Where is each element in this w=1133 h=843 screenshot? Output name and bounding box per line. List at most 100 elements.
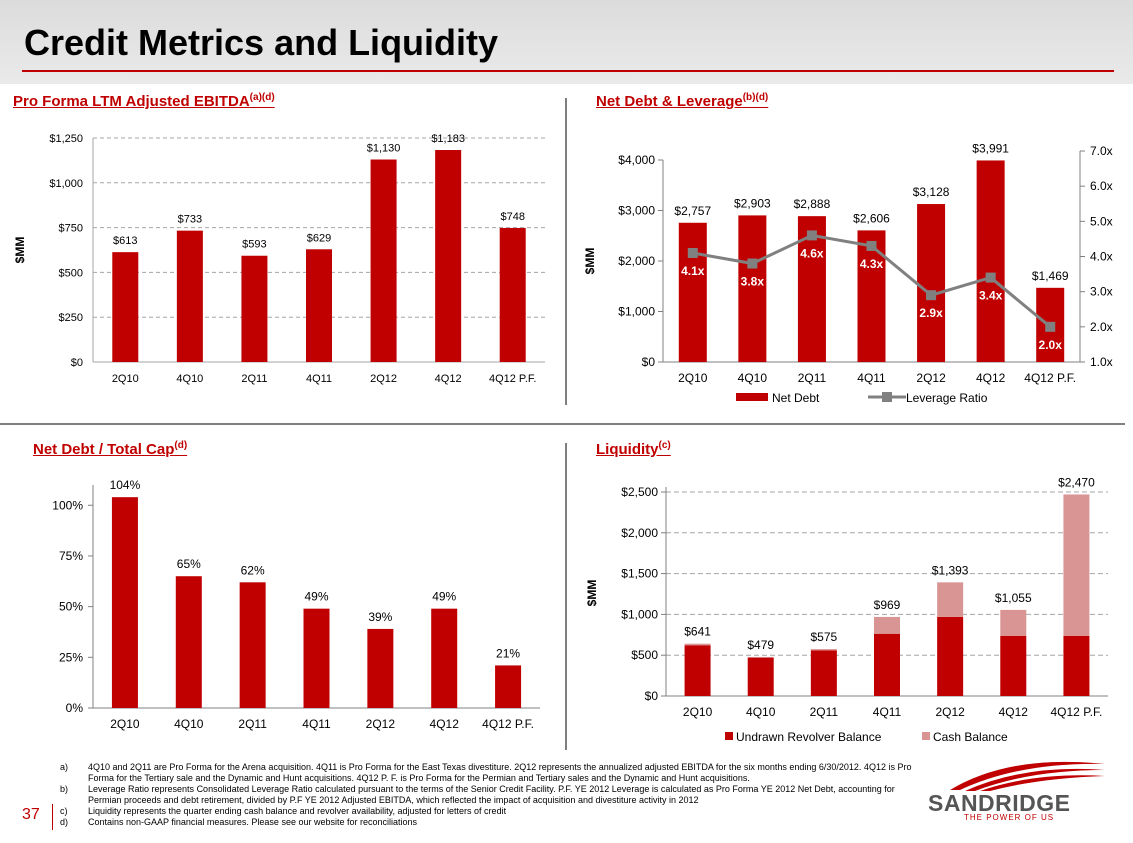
y-tick-label: $750 bbox=[59, 223, 83, 235]
x-tick-label: 2Q11 bbox=[238, 717, 267, 731]
net-debt-bar bbox=[678, 222, 707, 362]
y-axis-label: $MM bbox=[583, 248, 597, 275]
x-tick-label: 4Q10 bbox=[746, 705, 776, 719]
x-tick-label: 4Q12 bbox=[430, 717, 460, 731]
cash-balance-bar bbox=[874, 616, 900, 634]
y-tick-label: $0 bbox=[71, 357, 83, 369]
net-debt-label: $2,888 bbox=[794, 197, 831, 211]
y2-tick-label: 1.0x bbox=[1090, 355, 1113, 369]
bar bbox=[175, 576, 202, 708]
x-tick-label: 4Q10 bbox=[176, 373, 203, 385]
data-label: $593 bbox=[242, 239, 266, 251]
y-tick-label: 75% bbox=[59, 549, 83, 563]
y-tick-label: 0% bbox=[66, 701, 84, 715]
undrawn-revolver-bar bbox=[810, 650, 837, 696]
net-debt-label: $3,991 bbox=[972, 141, 1009, 155]
data-label: 104% bbox=[110, 478, 141, 492]
cash-balance-bar bbox=[810, 649, 837, 651]
net-debt-label: $2,606 bbox=[853, 211, 890, 225]
y-tick-label: $4,000 bbox=[618, 153, 655, 167]
x-tick-label: 2Q10 bbox=[678, 371, 708, 385]
x-tick-label: 2Q12 bbox=[935, 705, 965, 719]
bar bbox=[241, 255, 268, 362]
footnote-b: b) Leverage Ratio represents Consolidated… bbox=[60, 784, 895, 805]
y-tick-label: 25% bbox=[59, 650, 83, 664]
y-tick-label: $2,000 bbox=[621, 526, 658, 540]
cash-balance-bar bbox=[937, 582, 964, 617]
bar bbox=[111, 497, 138, 708]
data-label: $629 bbox=[307, 232, 331, 244]
bar bbox=[499, 227, 526, 362]
netdebt-chart-title: Net Debt & Leverage(b)(d) bbox=[596, 92, 769, 110]
data-label: 39% bbox=[368, 610, 392, 624]
undrawn-revolver-bar bbox=[1000, 635, 1027, 696]
leverage-marker bbox=[926, 290, 937, 301]
total-label: $1,055 bbox=[995, 591, 1032, 605]
y2-tick-label: 6.0x bbox=[1090, 179, 1113, 193]
y-tick-label: $250 bbox=[59, 312, 83, 324]
y-tick-label: $2,500 bbox=[621, 485, 658, 499]
ebitda-chart-title: Pro Forma LTM Adjusted EBITDA(a)(d) bbox=[13, 92, 275, 110]
leverage-label: 2.9x bbox=[919, 306, 943, 320]
footnote-c: c) Liquidity represents the quarter endin… bbox=[60, 806, 507, 816]
data-label: 49% bbox=[304, 590, 328, 604]
net-debt-bar bbox=[917, 204, 946, 362]
vertical-divider-bottom bbox=[565, 443, 567, 750]
x-tick-label: 4Q11 bbox=[873, 705, 902, 719]
y2-tick-label: 4.0x bbox=[1090, 250, 1113, 264]
x-tick-label: 2Q12 bbox=[366, 717, 396, 731]
undrawn-revolver-bar bbox=[937, 616, 964, 696]
title-rule bbox=[22, 70, 1114, 72]
net-debt-label: $2,903 bbox=[734, 196, 771, 210]
undrawn-revolver-bar bbox=[684, 645, 711, 696]
x-tick-label: 2Q11 bbox=[810, 705, 839, 719]
page-number: 37 bbox=[22, 806, 40, 823]
y-tick-label: $1,000 bbox=[621, 607, 658, 621]
legend-cash-swatch bbox=[922, 732, 930, 740]
leverage-label: 3.4x bbox=[979, 289, 1003, 303]
net-debt-label: $2,757 bbox=[674, 204, 711, 218]
data-label: 62% bbox=[241, 563, 265, 577]
leverage-marker bbox=[985, 272, 996, 283]
x-tick-label: 2Q10 bbox=[110, 717, 140, 731]
data-label: $1,183 bbox=[431, 133, 465, 145]
y-tick-label: $500 bbox=[59, 267, 83, 279]
footnote-a: a) 4Q10 and 2Q11 are Pro Forma for the Ar… bbox=[60, 762, 912, 783]
bar bbox=[367, 628, 394, 708]
total-label: $969 bbox=[874, 598, 901, 612]
net-debt-label: $1,469 bbox=[1032, 269, 1069, 283]
legend-leverage-label: Leverage Ratio bbox=[906, 391, 988, 405]
cash-balance-bar bbox=[1063, 494, 1090, 636]
legend-net-debt-label: Net Debt bbox=[772, 391, 820, 405]
leverage-marker bbox=[747, 258, 758, 269]
data-label: 49% bbox=[432, 590, 456, 604]
leverage-marker bbox=[806, 230, 817, 241]
bar bbox=[431, 608, 458, 708]
y-tick-label: $2,000 bbox=[618, 254, 655, 268]
y2-tick-label: 5.0x bbox=[1090, 214, 1113, 228]
net-debt-bar bbox=[976, 160, 1005, 362]
x-tick-label: 2Q11 bbox=[798, 371, 827, 385]
bar bbox=[370, 159, 397, 362]
horizontal-divider bbox=[0, 423, 1125, 425]
data-label: $613 bbox=[113, 235, 137, 247]
total-label: $479 bbox=[747, 638, 774, 652]
x-tick-label: 4Q12 P.F. bbox=[489, 373, 537, 385]
y-tick-label: $1,250 bbox=[49, 133, 83, 145]
x-tick-label: 2Q10 bbox=[112, 373, 139, 385]
cash-balance-bar bbox=[684, 643, 711, 646]
legend-net-debt-swatch bbox=[736, 393, 768, 401]
y-tick-label: $1,000 bbox=[618, 305, 655, 319]
y2-tick-label: 3.0x bbox=[1090, 285, 1113, 299]
leverage-marker bbox=[687, 247, 698, 258]
footer-rule bbox=[52, 804, 53, 830]
cash-balance-bar bbox=[1000, 609, 1027, 636]
total-label: $575 bbox=[811, 630, 838, 644]
leverage-label: 4.1x bbox=[681, 264, 705, 278]
cash-balance-bar bbox=[747, 656, 774, 658]
x-tick-label: 4Q12 bbox=[999, 705, 1029, 719]
x-tick-label: 4Q11 bbox=[857, 371, 886, 385]
leverage-label: 4.6x bbox=[800, 246, 824, 260]
data-label: 21% bbox=[496, 646, 520, 660]
undrawn-revolver-bar bbox=[874, 633, 900, 696]
